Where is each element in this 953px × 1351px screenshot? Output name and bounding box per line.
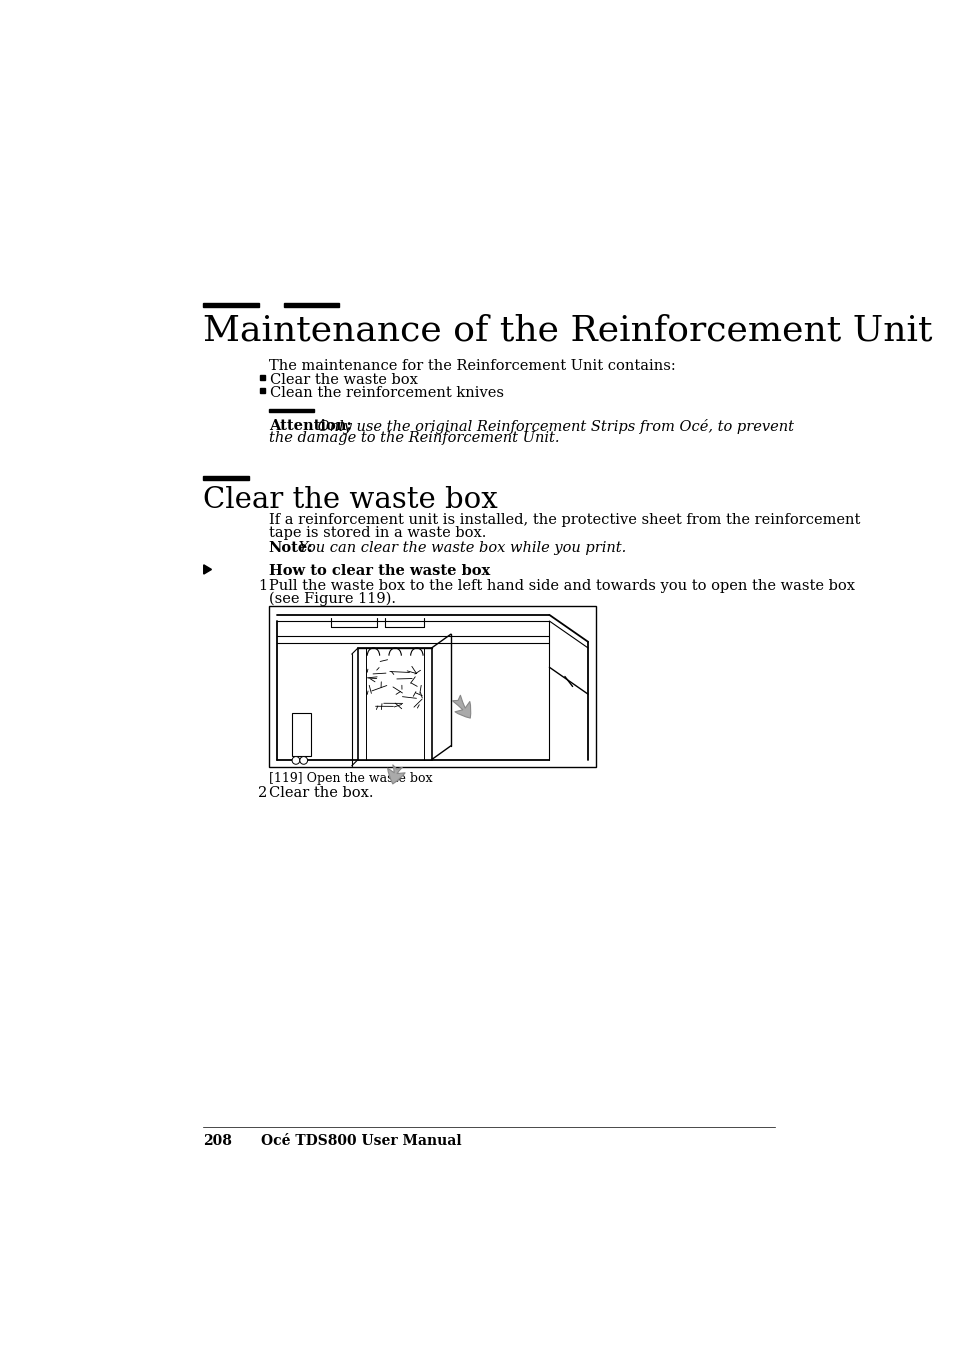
Text: Clear the waste box: Clear the waste box (203, 485, 497, 513)
Text: 208: 208 (203, 1133, 232, 1148)
Text: Océ TDS800 User Manual: Océ TDS800 User Manual (261, 1133, 461, 1148)
Text: (see Figure 119).: (see Figure 119). (269, 592, 395, 607)
Bar (269, 605, 596, 767)
Text: Clear the waste box: Clear the waste box (270, 373, 417, 388)
Text: the damage to the Reinforcement Unit.: the damage to the Reinforcement Unit. (269, 431, 558, 444)
Polygon shape (204, 565, 212, 574)
Bar (357, 648, 431, 759)
Bar (203, 477, 249, 480)
Text: The maintenance for the Reinforcement Unit contains:: The maintenance for the Reinforcement Un… (269, 359, 675, 373)
Text: If a reinforcement unit is installed, the protective sheet from the reinforcemen: If a reinforcement unit is installed, th… (269, 513, 860, 527)
Bar (260, 389, 265, 393)
Text: tape is stored in a waste box.: tape is stored in a waste box. (269, 527, 486, 540)
Bar (283, 303, 339, 307)
Bar (269, 408, 314, 412)
Text: Only use the original Reinforcement Strips from Océ, to prevent: Only use the original Reinforcement Stri… (313, 419, 793, 434)
Text: Note:: Note: (269, 540, 314, 555)
Text: Attention:: Attention: (269, 419, 352, 432)
Text: [119] Open the waste box: [119] Open the waste box (269, 771, 432, 785)
Text: You can clear the waste box while you print.: You can clear the waste box while you pr… (294, 540, 626, 555)
Circle shape (299, 757, 307, 765)
Text: Maintenance of the Reinforcement Unit: Maintenance of the Reinforcement Unit (203, 313, 931, 347)
Text: Clean the reinforcement knives: Clean the reinforcement knives (270, 386, 503, 400)
Bar (260, 376, 265, 380)
Text: Clear the box.: Clear the box. (269, 786, 373, 800)
Bar (292, 713, 311, 755)
Text: 1: 1 (257, 578, 267, 593)
Text: How to clear the waste box: How to clear the waste box (269, 565, 490, 578)
Text: Pull the waste box to the left hand side and towards you to open the waste box: Pull the waste box to the left hand side… (269, 578, 854, 593)
Text: 2: 2 (257, 786, 267, 800)
Circle shape (292, 757, 299, 765)
Bar (203, 303, 258, 307)
